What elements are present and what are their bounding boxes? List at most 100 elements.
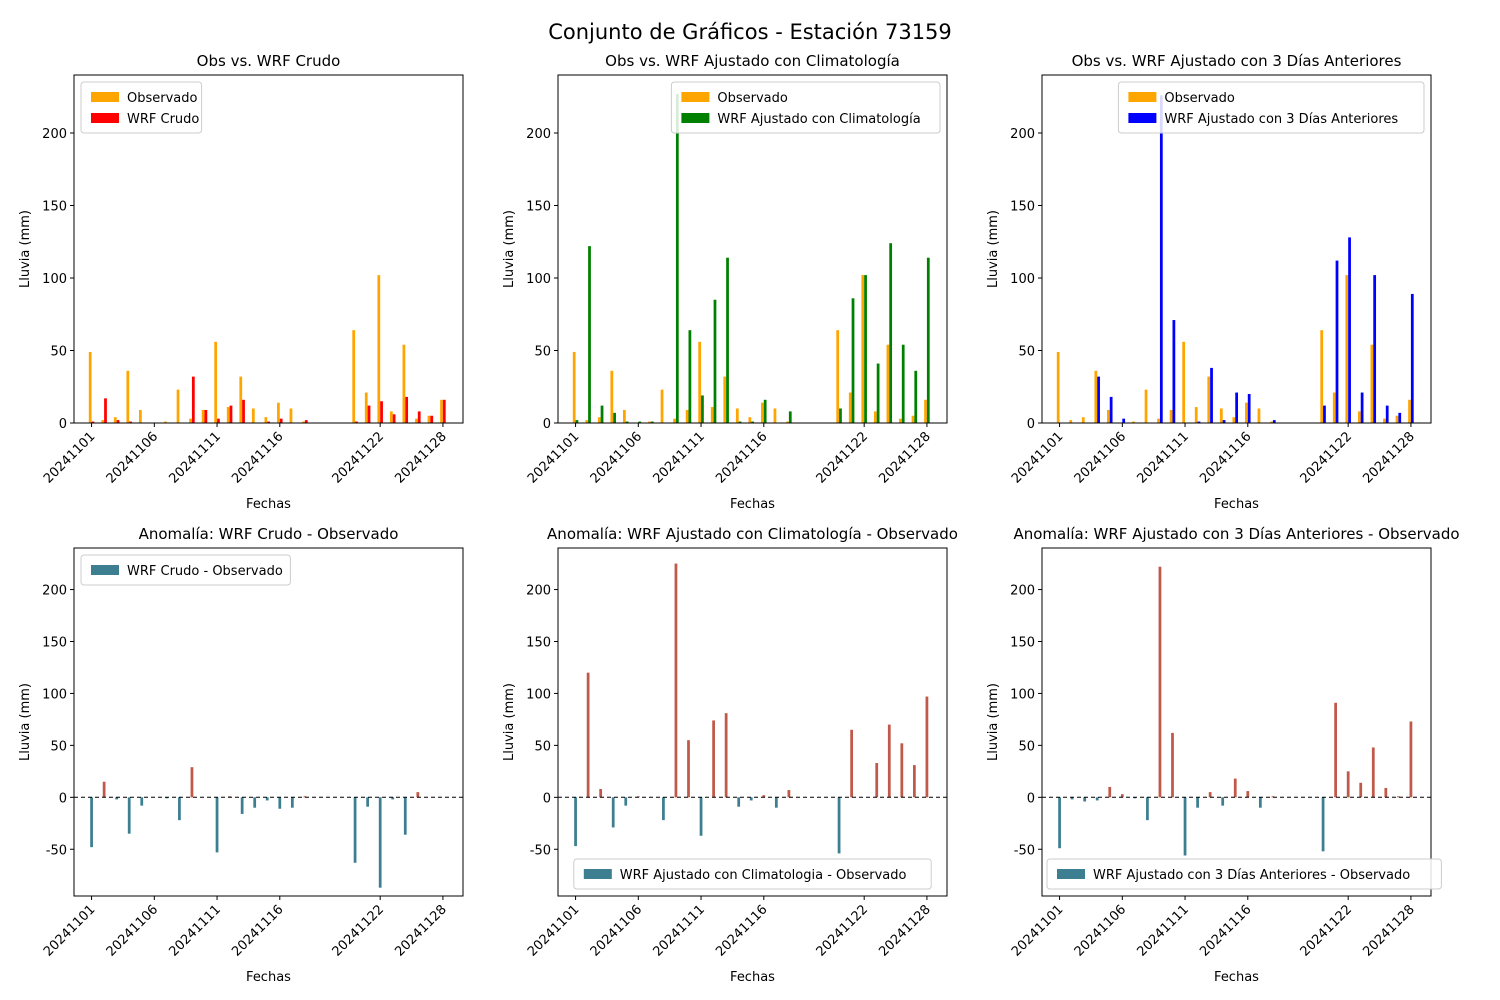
bar-anomalia-20241104	[127, 797, 131, 834]
bar-wrf-20241129	[442, 399, 446, 423]
bar-wrf-20241104	[129, 421, 132, 423]
bar-wrf-20241111	[701, 395, 704, 423]
bar-wrf-20241123	[851, 298, 855, 423]
bar-wrf-20241127	[1385, 405, 1389, 423]
bar-observado-20241112	[1194, 407, 1198, 423]
legend: WRF Ajustado con Climatologia - Observad…	[573, 858, 932, 890]
x-tick-label: 20241116	[713, 902, 770, 959]
x-tick-label: 20241111	[650, 429, 707, 486]
axes-frame	[1041, 74, 1432, 424]
y-tick-label: 150	[42, 200, 67, 215]
bar-wrf-20241114	[738, 421, 742, 423]
bar-observado-20241110	[1169, 409, 1173, 423]
bar-anomalia-20241127	[900, 743, 904, 798]
bar-anomalia-20241113	[1208, 792, 1212, 798]
bar-wrf-20241116	[763, 399, 767, 423]
y-tick-label: 50	[534, 739, 551, 754]
axes-frame	[1041, 547, 1432, 897]
legend-box	[1046, 858, 1442, 890]
y-axis-label: Lluvia (mm)	[18, 210, 33, 288]
x-tick-label: 20241106	[588, 429, 645, 486]
legend-swatch	[583, 869, 612, 879]
bar-observado-20241129	[440, 399, 443, 423]
x-tick-label: 20241106	[104, 429, 161, 486]
y-tick-label: 100	[42, 272, 67, 287]
y-tick-label: 100	[42, 687, 67, 702]
bar-anomalia-20241112	[1196, 797, 1199, 808]
y-tick-label: 50	[534, 345, 551, 360]
bar-observado-20241115	[748, 417, 752, 423]
bar-wrf-20241113	[242, 399, 245, 423]
y-tick-label: -50	[1014, 843, 1035, 858]
bar-observado-20241123	[364, 392, 368, 423]
legend: Observado WRF Crudo	[80, 81, 203, 134]
bar-anomalia-20241118	[1271, 796, 1275, 798]
bar-wrf-20241118	[1272, 420, 1276, 423]
bar-observado-20241104	[1094, 370, 1098, 423]
bar-wrf-20241124	[864, 275, 867, 423]
x-tick-label: 20241122	[814, 429, 871, 486]
x-tick-label: 20241106	[104, 902, 161, 959]
bar-observado-20241124	[861, 275, 865, 423]
panel-title: Anomalía: WRF Ajustado con 3 Días Anteri…	[1013, 525, 1459, 543]
bar-observado-20241105	[139, 409, 142, 423]
legend-label: Observado	[127, 91, 198, 106]
bar-observado-20241108	[176, 389, 180, 423]
legend-box	[670, 81, 941, 134]
bar-observado-20241109	[673, 418, 676, 423]
bar-observado-20241117	[1257, 408, 1261, 423]
legend-label: WRF Crudo - Observado	[127, 564, 283, 579]
bar-observado-20241104	[610, 370, 614, 423]
bar-wrf-20241102	[588, 246, 591, 423]
bar-anomalia-20241109	[674, 563, 678, 798]
bar-observado-20241115	[264, 417, 268, 423]
bar-observado-20241104	[126, 370, 130, 423]
bar-observado-20241107	[1132, 421, 1135, 423]
x-tick-label: 20241128	[392, 429, 449, 486]
y-tick-label: 200	[526, 584, 551, 599]
x-tick-label: 20241128	[392, 902, 449, 959]
bar-anomalia-20241124	[378, 797, 382, 888]
bar-observado-20241103	[113, 417, 117, 423]
bar-anomalia-20241105	[1108, 786, 1112, 798]
bar-anomalia-20241102	[102, 781, 106, 798]
bar-observado-20241111	[214, 341, 218, 423]
y-axis-label: Lluvia (mm)	[986, 210, 1001, 288]
bar-observado-20241109	[1157, 418, 1160, 423]
legend-label: WRF Crudo	[127, 112, 199, 127]
y-axis-label: Lluvia (mm)	[18, 683, 33, 761]
bar-observado-20241126	[886, 344, 890, 423]
y-tick-label: 0	[1027, 417, 1035, 432]
bar-wrf-20241128	[914, 370, 918, 423]
x-tick-label: 20241122	[330, 902, 387, 959]
bar-anomalia-20241126	[887, 724, 891, 798]
bar-anomalia-20241109	[190, 767, 194, 798]
bar-observado-20241118	[786, 421, 789, 423]
bar-observado-20241116	[761, 402, 764, 423]
bar-wrf-20241103	[600, 405, 604, 423]
bar-observado-20241125	[389, 411, 393, 423]
bar-anomalia-20241126	[403, 797, 407, 835]
legend: Observado WRF Ajustado con Climatología	[670, 81, 941, 134]
y-tick-label: 150	[1010, 200, 1035, 215]
bar-anomalia-20241123	[366, 797, 370, 807]
bar-anomalia-20241101	[1058, 797, 1061, 849]
panel-title: Obs vs. WRF Ajustado con 3 Días Anterior…	[1072, 52, 1402, 70]
bar-anomalia-20241129	[925, 696, 929, 798]
bar-anomalia-20241101	[574, 797, 577, 847]
bar-anomalia-20241102	[1070, 797, 1074, 800]
bar-anomalia-20241127	[1384, 787, 1388, 798]
x-tick-label: 20241128	[1360, 902, 1417, 959]
bar-wrf-20241118	[788, 411, 792, 423]
x-tick-label: 20241116	[229, 429, 286, 486]
bar-wrf-20241111	[217, 418, 220, 423]
bar-anomalia-20241107	[165, 797, 169, 799]
bar-anomalia-20241107	[1133, 797, 1137, 799]
bar-observado-20241127	[415, 418, 418, 423]
legend: WRF Crudo - Observado	[80, 554, 291, 586]
x-tick-label: 20241128	[876, 429, 933, 486]
bar-observado-20241102	[101, 420, 105, 423]
